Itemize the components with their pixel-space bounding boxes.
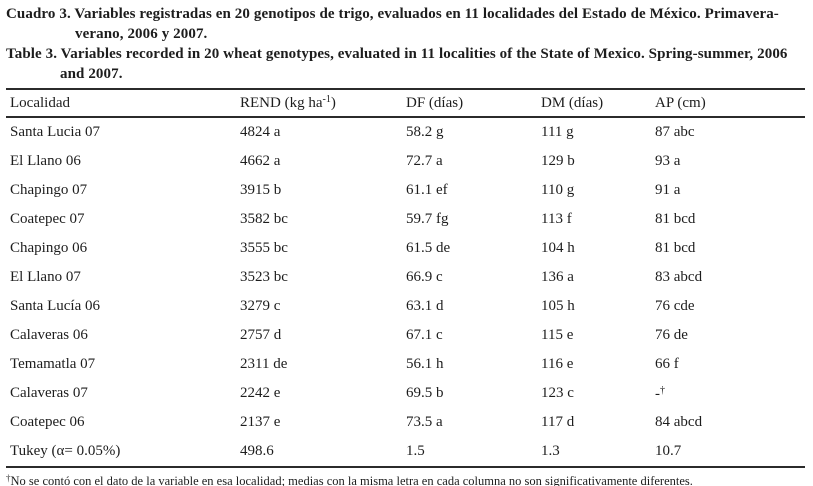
cell-rend: 4824 a — [240, 124, 281, 140]
footnote: †No se contó con el dato de la variable … — [6, 470, 805, 486]
cell-ap: 10.7 — [655, 437, 805, 468]
cell-dm: 111 g — [541, 124, 574, 140]
cell-ap: -† — [655, 379, 805, 408]
cell-ap: 76 de — [655, 327, 688, 343]
cell-localidad: Santa Lucia 07 — [10, 124, 100, 140]
table-row: Calaveras 07 2242 e 69.5 b 123 c -† — [6, 379, 805, 408]
caption-english-line-1: Table 3. Variables recorded in 20 wheat … — [6, 46, 788, 62]
table-row: Temamatla 07 2311 de 56.1 h 116 e 66 f — [6, 350, 805, 379]
cell-ap: 87 abc — [655, 124, 695, 140]
cell-localidad: El Llano 06 — [10, 153, 81, 169]
cell-df: 72.7 a — [406, 153, 443, 169]
cell-rend: 3582 bc — [240, 211, 288, 227]
cell-dm: 110 g — [541, 182, 575, 198]
cell-rend: 498.6 — [240, 437, 406, 468]
cell-rend: 3915 b — [240, 182, 282, 198]
cell-rend: 2311 de — [240, 356, 288, 372]
cell-ap: 83 abcd — [655, 269, 703, 285]
cell-localidad: Chapingo 06 — [10, 240, 88, 256]
cell-df: 73.5 a — [406, 414, 443, 430]
caption-spanish-line-2: verano, 2006 y 2007. — [75, 26, 208, 42]
cell-df: 61.5 de — [406, 240, 451, 256]
cell-df: 1.5 — [406, 437, 541, 468]
cell-dm: 123 c — [541, 385, 574, 401]
cell-localidad: Temamatla 07 — [10, 356, 96, 372]
rend-header-superscript: -1 — [322, 94, 331, 105]
cell-dm: 116 e — [541, 356, 574, 372]
cell-dm: 105 h — [541, 298, 575, 314]
cell-dm: 117 d — [541, 414, 575, 430]
cell-localidad: El Llano 07 — [10, 269, 81, 285]
cell-localidad: Coatepec 07 — [10, 211, 85, 227]
cell-df: 67.1 c — [406, 327, 443, 343]
cell-df: 59.7 fg — [406, 211, 449, 227]
cell-df: 63.1 d — [406, 298, 444, 314]
cell-localidad: Santa Lucía 06 — [10, 298, 100, 314]
cell-ap: 76 cde — [655, 298, 695, 314]
cell-ap: 81 bcd — [655, 211, 696, 227]
cell-localidad: Calaveras 06 — [10, 327, 88, 343]
cell-dm: 113 f — [541, 211, 572, 227]
table-row: Santa Lucia 07 4824 a 58.2 g 111 g 87 ab… — [6, 117, 805, 147]
table-row-tukey: Tukey (α= 0.05%) 498.6 1.5 1.3 10.7 — [6, 437, 805, 468]
cell-rend: 3555 bc — [240, 240, 288, 256]
table-row: Chapingo 06 3555 bc 61.5 de 104 h 81 bcd — [6, 234, 805, 263]
column-header-rend: REND (kg ha-1) — [240, 88, 406, 118]
header-row: Localidad REND (kg ha-1) DF (días) DM (d… — [6, 88, 805, 118]
table-row: Coatepec 07 3582 bc 59.7 fg 113 f 81 bcd — [6, 205, 805, 234]
cell-df: 69.5 b — [406, 385, 444, 401]
cell-rend: 2137 e — [240, 414, 281, 430]
cell-ap: 91 a — [655, 182, 681, 198]
cell-dm: 104 h — [541, 240, 575, 256]
column-header-dm: DM (días) — [541, 88, 655, 118]
cell-rend: 4662 a — [240, 153, 281, 169]
rend-header-text: REND (kg ha — [240, 95, 323, 111]
cell-rend: 3523 bc — [240, 269, 288, 285]
cell-ap: 81 bcd — [655, 240, 696, 256]
cell-rend: 3279 c — [240, 298, 281, 314]
table-row: Santa Lucía 06 3279 c 63.1 d 105 h 76 cd… — [6, 292, 805, 321]
caption-spanish-line-1: Cuadro 3. Variables registradas en 20 ge… — [6, 6, 779, 22]
results-table: Localidad REND (kg ha-1) DF (días) DM (d… — [6, 88, 805, 468]
rend-header-close: ) — [330, 95, 336, 111]
table-row: Calaveras 06 2757 d 67.1 c 115 e 76 de — [6, 321, 805, 350]
cell-localidad: Coatepec 06 — [10, 414, 85, 430]
cell-df: 61.1 ef — [406, 182, 448, 198]
footnote-text: No se contó con el dato de la variable e… — [10, 474, 693, 486]
cell-localidad: Calaveras 07 — [10, 385, 88, 401]
cell-ap: 84 abcd — [655, 414, 703, 430]
cell-ap: 66 f — [655, 356, 679, 372]
dagger-superscript: † — [660, 384, 665, 396]
cell-localidad: Chapingo 07 — [10, 182, 88, 198]
missing-value-dash: - — [655, 385, 660, 402]
cell-rend: 2757 d — [240, 327, 282, 343]
table-row: El Llano 07 3523 bc 66.9 c 136 a 83 abcd — [6, 263, 805, 292]
column-header-localidad: Localidad — [6, 88, 240, 118]
cell-df: 56.1 h — [406, 356, 444, 372]
cell-dm: 115 e — [541, 327, 574, 343]
cell-ap: 93 a — [655, 153, 681, 169]
cell-dm: 1.3 — [541, 437, 655, 468]
dagger-superscript: † — [6, 473, 11, 483]
cell-rend: 2242 e — [240, 385, 281, 401]
column-header-df: DF (días) — [406, 88, 541, 118]
cell-df: 58.2 g — [406, 124, 444, 140]
caption-english: Table 3. Variables recorded in 20 wheat … — [6, 44, 805, 84]
table-row: Chapingo 07 3915 b 61.1 ef 110 g 91 a — [6, 176, 805, 205]
caption-english-line-2: and 2007. — [60, 66, 123, 82]
cell-dm: 129 b — [541, 153, 575, 169]
cell-df: 66.9 c — [406, 269, 443, 285]
cell-localidad: Tukey (α= 0.05%) — [6, 437, 240, 468]
table-row: Coatepec 06 2137 e 73.5 a 117 d 84 abcd — [6, 408, 805, 437]
caption-spanish: Cuadro 3. Variables registradas en 20 ge… — [6, 4, 805, 44]
cell-dm: 136 a — [541, 269, 574, 285]
column-header-ap: AP (cm) — [655, 88, 805, 118]
table-row: El Llano 06 4662 a 72.7 a 129 b 93 a — [6, 147, 805, 176]
